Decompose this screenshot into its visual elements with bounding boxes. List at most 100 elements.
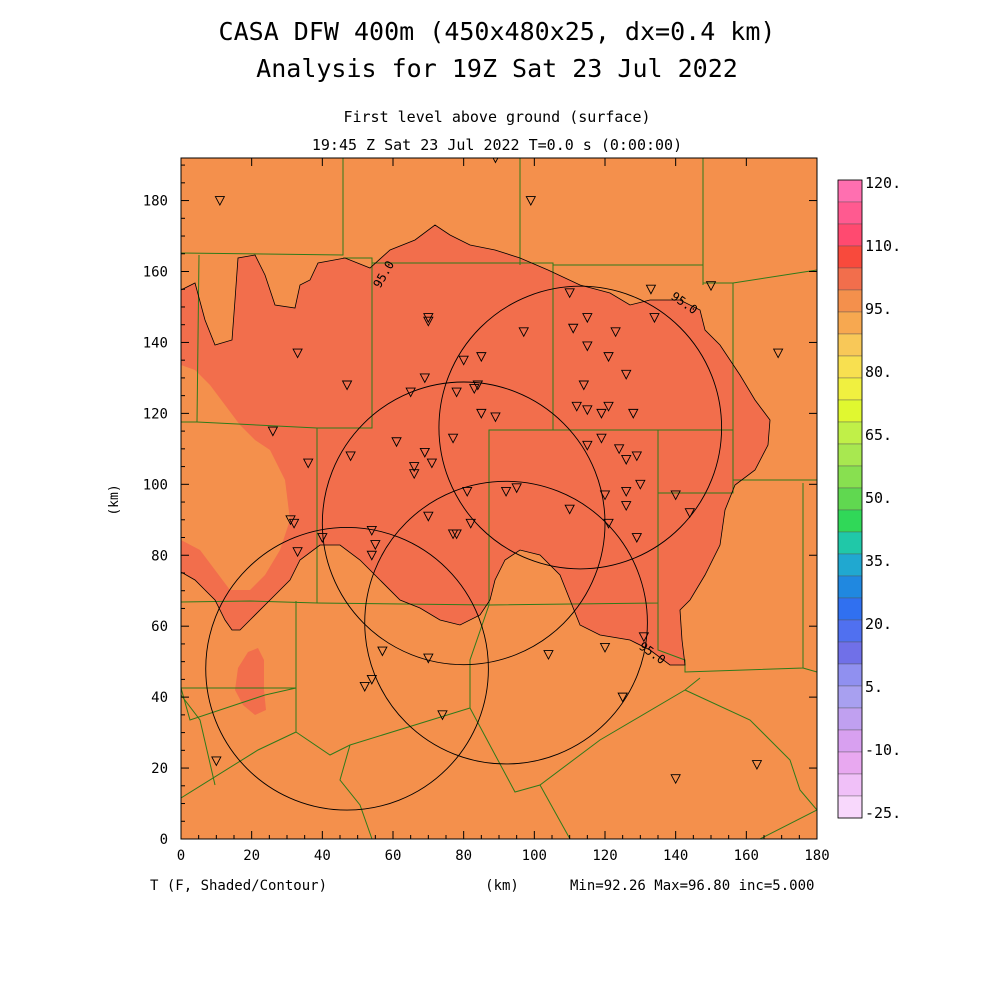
station-marker: [267, 426, 279, 437]
temperature-shade-95-100-island: [235, 648, 266, 715]
colorbar: 120. 110. 95. 80. 65. 50. 35. 20. 5. -10. -25.: [837, 174, 901, 822]
colorbar-swatch: [837, 619, 863, 643]
station-marker: [631, 533, 643, 543]
colorbar-swatch: [837, 707, 863, 731]
x-tick-label: 160: [734, 848, 759, 864]
colorbar-swatch: [837, 201, 863, 225]
colorbar-label: 110.: [865, 237, 901, 255]
y-tick-label: 180: [143, 194, 168, 210]
station-marker: [684, 508, 696, 519]
radar-ring-4: [205, 526, 489, 811]
x-tick-label: 80: [455, 848, 472, 864]
colorbar-label: -25.: [865, 804, 901, 822]
title-line2: Analysis for 19Z Sat 23 Jul 2022: [256, 54, 738, 83]
county-boundaries: [181, 158, 817, 839]
station-marker: [370, 540, 381, 551]
station-marker: [631, 451, 643, 462]
station-marker: [635, 479, 646, 490]
station-marker: [670, 490, 681, 501]
station-marker: [419, 447, 431, 458]
subtitle-line2: 19:45 Z Sat 23 Jul 2022 T=0.0 s (0:00:00…: [312, 136, 682, 154]
x-tick-label: 140: [663, 848, 688, 864]
station-marker: [476, 408, 487, 419]
colorbar-frame: [837, 179, 863, 819]
station-marker: [617, 692, 628, 703]
station-marker: [359, 682, 370, 692]
colorbar-swatch: [837, 597, 863, 621]
colorbar-label: 65.: [865, 426, 892, 444]
station-marker: [705, 281, 717, 292]
colorbar-swatch: [837, 377, 863, 401]
temperature-shade-95-100: [181, 225, 770, 665]
station-marker: [405, 387, 416, 398]
y-tick-label: 100: [143, 477, 168, 493]
station-marker: [571, 401, 582, 412]
colorbar-label: 80.: [865, 363, 892, 381]
x-tick-label: 20: [243, 848, 260, 864]
colorbar-swatch: [837, 289, 863, 313]
contour-95: [181, 224, 771, 666]
y-tick-label: 40: [151, 690, 168, 706]
colorbar-label: 20.: [865, 615, 892, 633]
station-marker: [582, 440, 593, 451]
station-marker: [211, 756, 222, 767]
radar-ring-1: [438, 285, 723, 570]
station-marker: [423, 316, 434, 327]
station-marker: [596, 408, 607, 419]
station-marker: [649, 313, 660, 324]
colorbar-swatch: [837, 509, 863, 533]
station-marker: [670, 774, 681, 785]
colorbar-swatch: [837, 311, 863, 335]
station-marker: [317, 533, 328, 543]
station-marker: [423, 511, 434, 522]
station-marker: [582, 341, 593, 352]
y-tick-label: 140: [143, 335, 168, 351]
station-marker: [603, 401, 614, 412]
station-marker: [476, 352, 487, 363]
station-marker: [302, 458, 314, 469]
station-marker: [620, 501, 632, 512]
colorbar-swatch: [837, 421, 863, 445]
colorbar-swatch: [837, 553, 863, 577]
y-axis: 0 20 40 60 80 100 120 140 160 180: [143, 164, 817, 848]
station-marker: [500, 486, 512, 497]
station-marker: [490, 412, 501, 423]
station-marker: [408, 462, 420, 473]
station-marker: [423, 653, 434, 664]
y-tick-label: 80: [151, 548, 168, 564]
plot-area: 95.0 95.0 95.0: [181, 158, 817, 839]
colorbar-swatch: [837, 663, 863, 687]
station-marker: [377, 646, 388, 657]
station-marker: [345, 451, 356, 462]
station-marker: [596, 433, 607, 444]
colorbar-swatch: [837, 333, 863, 357]
y-tick-label: 120: [143, 406, 168, 422]
station-marker: [645, 284, 657, 295]
station-marker: [578, 380, 590, 391]
station-marker: [465, 518, 476, 529]
colorbar-label: 35.: [865, 552, 892, 570]
x-tick-label: 180: [804, 848, 829, 864]
colorbar-label: 5.: [865, 678, 883, 696]
station-marker: [582, 405, 593, 416]
colorbar-swatch: [837, 223, 863, 247]
station-marker: [391, 437, 402, 448]
colorbar-swatch: [837, 751, 863, 775]
colorbar-label: 50.: [865, 489, 892, 507]
y-tick-label: 60: [151, 619, 168, 635]
station-marker: [366, 525, 378, 536]
x-tick-label: 0: [177, 848, 185, 864]
station-marker: [408, 469, 420, 480]
radar-ring-2: [321, 381, 606, 666]
colorbar-swatch: [837, 267, 863, 291]
station-marker: [366, 674, 378, 685]
colorbar-swatch: [837, 575, 863, 599]
x-tick-label: 60: [385, 848, 402, 864]
station-marker: [772, 348, 784, 359]
station-marker: [461, 486, 473, 497]
station-marker: [599, 643, 611, 653]
station-marker: [638, 632, 650, 643]
footer-unit: (km): [485, 878, 519, 894]
radar-ring-3: [364, 480, 648, 765]
footer-stats: Min=92.26 Max=96.80 inc=5.000: [570, 878, 814, 894]
